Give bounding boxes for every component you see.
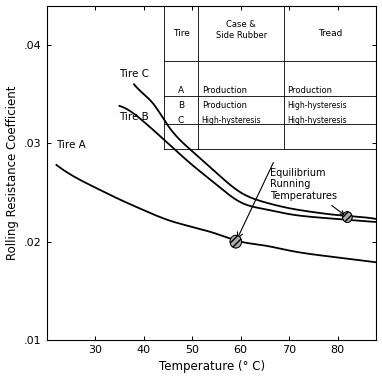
Text: C: C: [178, 116, 184, 125]
Text: Production: Production: [202, 86, 247, 94]
Text: High-hysteresis: High-hysteresis: [287, 100, 347, 110]
Text: High-hysteresis: High-hysteresis: [202, 116, 261, 125]
Text: Tire: Tire: [173, 29, 189, 38]
Ellipse shape: [230, 235, 242, 248]
Text: Equilibrium
Running
Temperatures: Equilibrium Running Temperatures: [270, 168, 344, 215]
Text: Tire C: Tire C: [120, 69, 149, 79]
X-axis label: Temperature (° C): Temperature (° C): [159, 360, 265, 373]
Ellipse shape: [343, 211, 352, 222]
Text: A: A: [178, 86, 184, 94]
Text: High-hysteresis: High-hysteresis: [287, 116, 347, 125]
Text: Case &
Side Rubber: Case & Side Rubber: [215, 20, 267, 39]
Y-axis label: Rolling Resistance Coefficient: Rolling Resistance Coefficient: [6, 86, 19, 260]
Text: Tire B: Tire B: [120, 112, 149, 122]
Text: B: B: [178, 100, 184, 110]
Text: Production: Production: [287, 86, 332, 94]
Text: Tire A: Tire A: [57, 140, 86, 150]
Text: Production: Production: [202, 100, 247, 110]
Text: Tread: Tread: [318, 29, 343, 38]
